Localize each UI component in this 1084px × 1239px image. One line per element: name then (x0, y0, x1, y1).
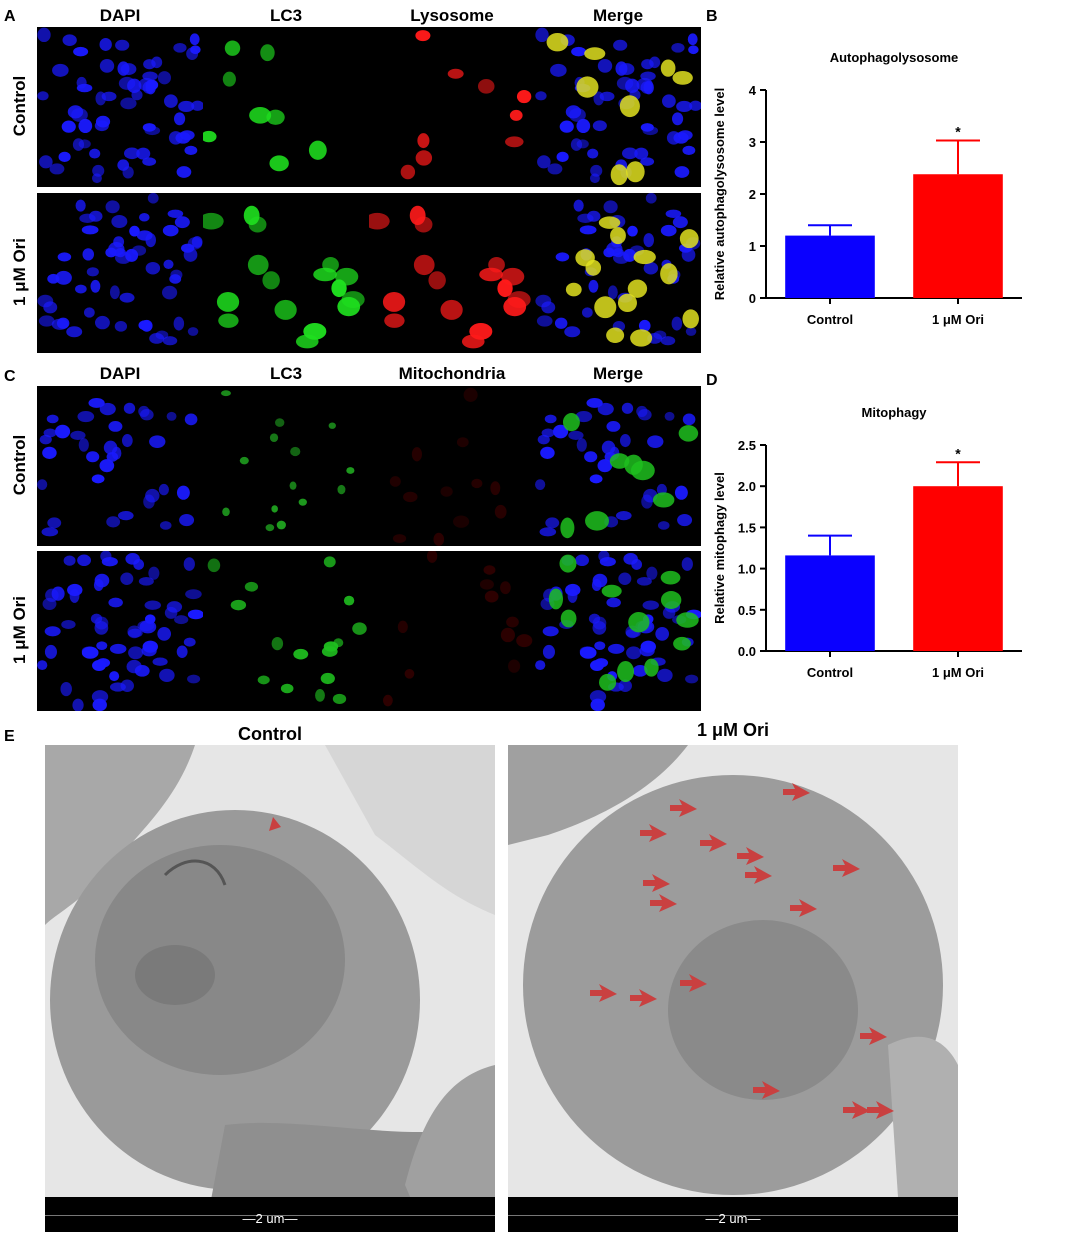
em-arrow-marker (753, 1081, 780, 1099)
em-arrow-marker (700, 834, 727, 852)
x-tick-label: 1 μM Ori (932, 312, 984, 327)
scale-bar-ori: —2 um— (508, 1197, 958, 1232)
y-axis-label: Relative autophagolysosome level (712, 88, 727, 300)
y-axis-label: Relative mitophagy level (712, 472, 727, 624)
em-arrow-marker (680, 974, 707, 992)
micrograph-c-ori-merge (535, 551, 701, 711)
y-tick-label: 2.5 (738, 438, 756, 453)
row-label-control: Control (10, 75, 29, 137)
significance-mark: * (955, 445, 961, 461)
y-tick-label: 1.0 (738, 562, 756, 577)
row-label-ori-c: 1 μM Ori (10, 595, 29, 665)
error-bar (808, 534, 852, 556)
column-header-merge: Merge (592, 6, 644, 25)
micrograph-c-ori-lc3 (203, 551, 369, 711)
x-tick-label: Control (807, 312, 853, 327)
significance-mark: * (955, 123, 961, 139)
scale-label-control: —2 um— (242, 1211, 298, 1226)
em-arrow-marker (745, 866, 772, 884)
em-arrow-marker (860, 1027, 887, 1045)
x-tick-label: 1 μM Ori (932, 665, 984, 680)
column-header-lc3-c: LC3 (269, 364, 303, 383)
column-header-merge-c: Merge (592, 364, 644, 383)
micrograph-a-ori-lc3 (203, 193, 369, 353)
x-tick-label: Control (807, 665, 853, 680)
scale-label-ori: —2 um— (705, 1211, 761, 1226)
panel-label-d: D (706, 372, 718, 389)
panel-label-b: B (706, 8, 718, 25)
em-title-control: Control (238, 724, 302, 744)
em-image-control (45, 745, 495, 1197)
y-tick-label: 0.5 (738, 603, 756, 618)
error-bar (808, 224, 852, 236)
y-tick-label: 3 (749, 135, 756, 150)
em-title-ori: 1 μM Ori (696, 720, 770, 740)
em-arrow-marker (737, 847, 764, 865)
row-label-ori: 1 μM Ori (10, 237, 29, 307)
bar (785, 555, 875, 651)
panel-label-a: A (4, 8, 16, 25)
micrograph-a-ori-dapi (37, 193, 203, 353)
row-label-control-c: Control (10, 434, 29, 496)
bar (913, 486, 1003, 651)
column-header-lc3: LC3 (269, 6, 303, 25)
column-header-dapi-c: DAPI (99, 364, 141, 383)
em-arrow-marker (630, 989, 657, 1007)
micrograph-a-ori-lysosome (369, 193, 535, 353)
error-bar (936, 461, 980, 487)
y-tick-label: 0 (749, 291, 756, 306)
micrograph-a-control-merge (535, 27, 701, 187)
column-header-lysosome: Lysosome (410, 6, 494, 25)
y-tick-label: 2.0 (738, 479, 756, 494)
chart-title: Mitophagy (862, 405, 928, 420)
em-arrow-marker (783, 783, 810, 801)
bar-chart-mitophagy: Mitophagy Relative mitophagy level 0.0 0.5 1… (712, 405, 1022, 680)
bar (913, 174, 1003, 298)
y-tick-label: 0.0 (738, 644, 756, 659)
bar (785, 235, 875, 298)
error-bar (936, 139, 980, 175)
em-arrow-marker (833, 859, 860, 877)
em-arrow-marker (670, 799, 697, 817)
micrograph-a-control-lysosome (369, 27, 535, 187)
panel-label-c: C (4, 368, 16, 385)
micrograph-c-ori-dapi (37, 551, 203, 711)
em-arrow-marker (843, 1101, 870, 1119)
em-arrow-marker (790, 899, 817, 917)
micrograph-c-control-merge (535, 386, 701, 546)
micrograph-c-ori-mitochondria (369, 551, 535, 711)
chart-title: Autophagolysosome (830, 50, 959, 65)
bar-chart-autophagolysosome: Autophagolysosome Relative autophagolysos… (712, 50, 1022, 327)
em-arrow-marker (650, 894, 677, 912)
em-arrow-marker (643, 874, 670, 892)
micrograph-c-control-lc3 (203, 386, 369, 546)
micrograph-c-control-mitochondria (369, 386, 535, 546)
em-arrow-marker (590, 984, 617, 1002)
micrograph-c-control-dapi (37, 386, 203, 546)
em-arrow-marker (867, 1101, 894, 1119)
em-image-ori (508, 745, 958, 1197)
micrograph-a-control-dapi (37, 27, 203, 187)
scale-bar-control: —2 um— (45, 1197, 495, 1232)
panel-label-e: E (4, 728, 15, 745)
column-header-mitochondria: Mitochondria (398, 364, 506, 383)
micrograph-a-control-lc3 (203, 27, 369, 187)
y-tick-label: 1.5 (738, 520, 756, 535)
y-tick-label: 4 (749, 83, 757, 98)
y-tick-label: 2 (749, 187, 756, 202)
em-arrow-marker (640, 824, 667, 842)
micrograph-a-ori-merge (535, 193, 701, 353)
y-tick-label: 1 (749, 239, 756, 254)
column-header-dapi: DAPI (99, 6, 141, 25)
